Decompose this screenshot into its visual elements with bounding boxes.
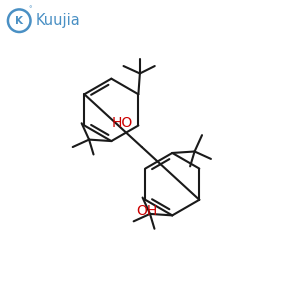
Text: OH: OH — [136, 204, 158, 218]
Text: °: ° — [29, 6, 32, 12]
Text: Kuujia: Kuujia — [36, 13, 80, 28]
Text: K: K — [15, 16, 23, 26]
Text: HO: HO — [111, 116, 132, 130]
